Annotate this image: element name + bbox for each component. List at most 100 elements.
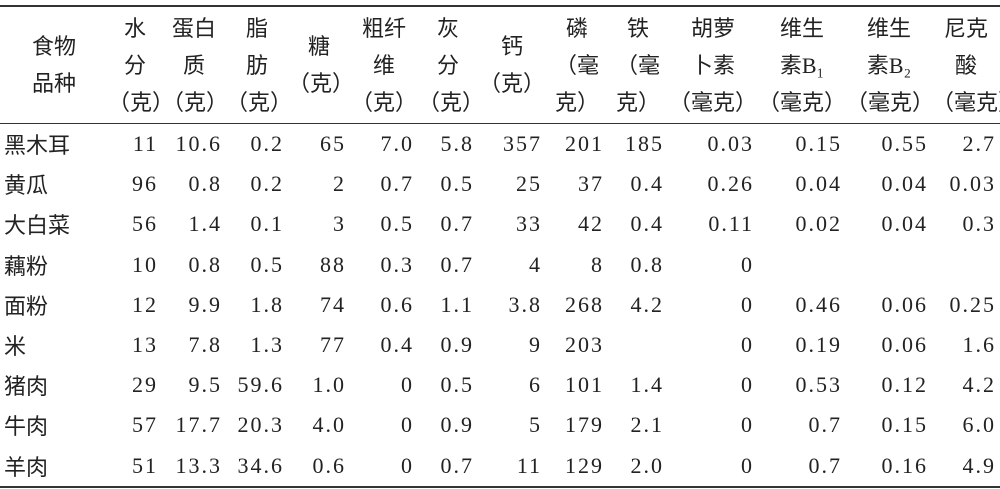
cell-text: 0: [741, 452, 754, 478]
value-cell: 6: [478, 365, 546, 405]
value-cell: [608, 325, 668, 365]
food-name: 牛肉: [0, 405, 108, 445]
cell-text: 0.19: [795, 332, 842, 358]
cell-text: 0.5: [440, 171, 474, 197]
cell-text: 1.4: [630, 372, 664, 398]
cell-text: 米: [4, 334, 27, 360]
cell-text: 11: [132, 131, 158, 157]
value-cell: 0.4: [350, 325, 418, 365]
value-cell: 0.3: [932, 204, 1000, 244]
cell-text: 1.0: [312, 372, 346, 398]
value-cell: 0.04: [758, 164, 846, 204]
value-cell: 0.7: [418, 446, 478, 487]
header-text: （克）: [418, 89, 485, 115]
value-cell: 88: [288, 245, 350, 285]
cell-text: 179: [565, 412, 604, 438]
value-cell: 4.9: [932, 446, 1000, 487]
cell-text: 0.04: [881, 211, 928, 237]
header-text: 肪: [245, 52, 268, 78]
cell-text: 0.7: [380, 171, 414, 197]
header-text: 磷: [565, 15, 588, 41]
cell-text: 6.0: [962, 412, 996, 438]
cell-text: 9.9: [188, 291, 222, 317]
header-text: 克）: [615, 89, 660, 115]
cell-text: 203: [565, 332, 604, 358]
value-cell: 0.1: [226, 204, 288, 244]
cell-text: 0.7: [808, 452, 842, 478]
cell-text: 0.4: [630, 211, 664, 237]
value-cell: 10.6: [162, 124, 226, 165]
cell-text: 0.06: [881, 291, 928, 317]
cell-text: 0.25: [949, 291, 996, 317]
cell-text: 0.5: [250, 251, 284, 277]
cell-text: 74: [320, 291, 346, 317]
header-text: （毫: [615, 52, 660, 78]
value-cell: 1.4: [608, 365, 668, 405]
header-text: 蛋白: [171, 15, 216, 41]
header-text: （毫: [554, 52, 599, 78]
cell-text: 2.1: [630, 412, 664, 438]
cell-text: 4.2: [630, 291, 664, 317]
value-cell: 0.7: [418, 204, 478, 244]
cell-text: 1.3: [250, 332, 284, 358]
cell-text: 0.3: [962, 211, 996, 237]
cell-text: 357: [503, 131, 542, 157]
header-text: 灰: [436, 15, 459, 41]
food-name: 黑木耳: [0, 124, 108, 165]
cell-text: 0.03: [949, 171, 996, 197]
cell-text: 0.3: [380, 251, 414, 277]
header-text: 胡萝: [690, 15, 735, 41]
value-cell: 101: [546, 365, 608, 405]
header-text: 食物: [31, 34, 76, 59]
value-cell: 9.5: [162, 365, 226, 405]
value-cell: 0.4: [608, 164, 668, 204]
header-row: 食物 品种水分（克） 蛋白质（克）脂肪（克）糖（克） 粗纤维（克）灰分（克）钙（克）磷…: [0, 6, 1000, 124]
cell-text: 0.4: [380, 332, 414, 358]
header-text: 维: [372, 52, 395, 78]
table-row: 米 13 7.8 1.3 77 0.4 0.9 9 203 0 0.19 0.06 1.6: [0, 325, 1000, 365]
header-text: 钙: [500, 34, 523, 59]
value-cell: 0: [668, 365, 758, 405]
value-cell: 4.2: [932, 365, 1000, 405]
value-cell: 185: [608, 124, 668, 165]
value-cell: 0.5: [418, 365, 478, 405]
header-cell: 钙 （克）: [478, 6, 546, 124]
value-cell: [758, 245, 846, 285]
header-cell: 灰分 （克）: [418, 6, 485, 124]
value-cell: 0.2: [226, 124, 288, 165]
value-cell: 8: [546, 245, 608, 285]
nutrition-table: 食物 品种水分（克） 蛋白质（克）脂肪（克）糖（克） 粗纤维（克）灰分（克）钙（克）磷…: [0, 5, 1000, 488]
value-cell: 0.15: [846, 405, 932, 445]
value-cell: 7.0: [350, 124, 418, 165]
cell-text: 37: [578, 171, 604, 197]
header-cell: 维生 素B₁ （毫克）: [758, 6, 846, 124]
value-cell: 268: [546, 285, 608, 325]
food-name: 羊肉: [0, 446, 108, 487]
cell-text: 42: [578, 211, 604, 237]
table-row: 牛肉 57 17.7 20.3 4.0 0 0.9 5 179 2.1 0 0.7 0.15 6.0: [0, 405, 1000, 445]
food-name: 面粉: [0, 285, 108, 325]
value-cell: 0.03: [932, 164, 1000, 204]
header-text: 脂: [245, 15, 268, 41]
value-cell: 25: [478, 164, 546, 204]
cell-text: 10.6: [175, 131, 222, 157]
cell-text: 0: [401, 412, 414, 438]
header-text: （毫克）: [758, 89, 847, 115]
cell-text: 4: [529, 251, 542, 277]
cell-text: 0.7: [440, 251, 474, 277]
value-cell: 13: [108, 325, 162, 365]
header-text: （毫克）: [668, 89, 757, 115]
cell-text: 大白菜: [4, 213, 71, 239]
header-text: 糖: [307, 34, 330, 59]
header-text: （克）: [108, 89, 175, 115]
header-text: 尼克: [943, 15, 988, 41]
value-cell: 0.9: [418, 325, 478, 365]
cell-text: 9: [529, 332, 542, 358]
value-cell: 2.7: [932, 124, 1000, 165]
value-cell: 0: [350, 405, 418, 445]
cell-text: 0.8: [188, 251, 222, 277]
cell-text: 20.3: [237, 412, 284, 438]
table-row: 面粉 12 9.9 1.8 74 0.6 1.1 3.8 268 4.2 0 0.46 0.06 0.25: [0, 285, 1000, 325]
header-text: 维生: [866, 15, 911, 41]
value-cell: 37: [546, 164, 608, 204]
